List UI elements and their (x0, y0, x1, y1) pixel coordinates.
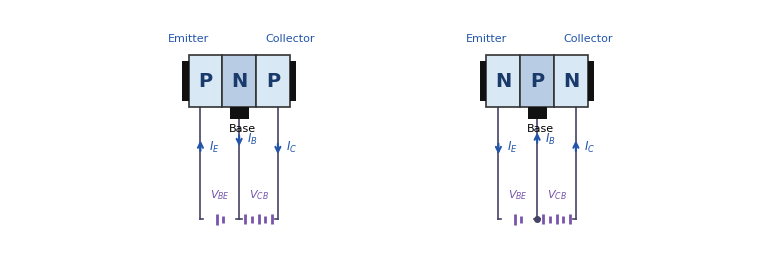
Text: P: P (198, 72, 212, 91)
Bar (521, 55, 554, 107)
Text: $V_{CB}$: $V_{CB}$ (248, 188, 268, 202)
Bar (487, 55, 521, 107)
Text: Emitter: Emitter (168, 34, 209, 44)
Text: N: N (495, 72, 511, 91)
Bar (554, 55, 588, 107)
Text: $I_C$: $I_C$ (285, 140, 297, 155)
Bar (290, 61, 296, 101)
Bar (230, 107, 248, 119)
Bar (588, 61, 594, 101)
Bar (188, 55, 222, 107)
Text: $V_{BE}$: $V_{BE}$ (508, 188, 528, 202)
Text: $I_B$: $I_B$ (545, 132, 555, 147)
Text: P: P (530, 72, 544, 91)
Text: $I_C$: $I_C$ (584, 140, 595, 155)
Text: $I_E$: $I_E$ (208, 140, 219, 155)
Text: Collector: Collector (563, 34, 613, 44)
Text: P: P (266, 72, 280, 91)
Text: Base: Base (228, 124, 256, 134)
Text: N: N (231, 72, 248, 91)
Bar (182, 61, 188, 101)
Text: $I_E$: $I_E$ (507, 140, 518, 155)
Text: Collector: Collector (265, 34, 315, 44)
Text: $V_{CB}$: $V_{CB}$ (547, 188, 567, 202)
Bar (222, 55, 256, 107)
Text: Base: Base (527, 124, 554, 134)
Text: $I_B$: $I_B$ (247, 132, 258, 147)
Bar (256, 55, 290, 107)
Bar (528, 107, 547, 119)
Text: $V_{BE}$: $V_{BE}$ (210, 188, 230, 202)
Bar (480, 61, 487, 101)
Text: N: N (563, 72, 579, 91)
Text: Emitter: Emitter (466, 34, 507, 44)
